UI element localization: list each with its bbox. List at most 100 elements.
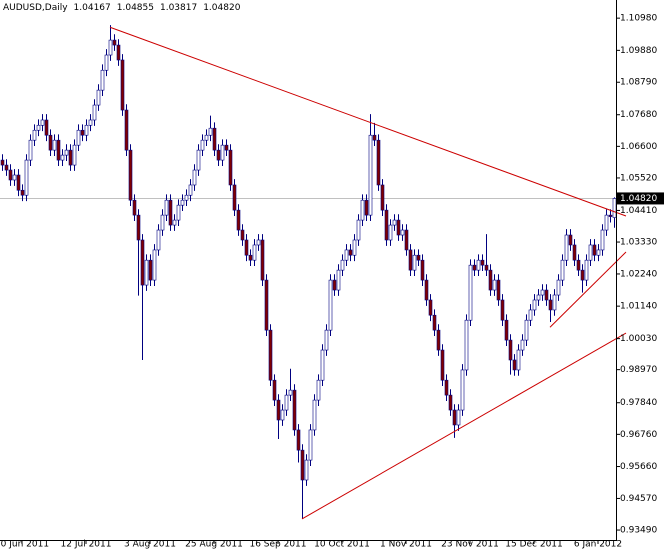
candle-body (192, 169, 197, 186)
candle-body (500, 299, 505, 321)
y-tick-label: 0.97840 (620, 398, 657, 408)
candle-body (444, 379, 449, 396)
header-value: 1.04855 (117, 3, 154, 13)
candle-body (332, 279, 337, 291)
candle-body (328, 279, 333, 331)
candle-body (228, 149, 233, 186)
candle-body (292, 389, 297, 431)
candle-body (424, 279, 429, 301)
candle-body (464, 319, 469, 371)
x-tick-label: 1 Nov 2011 (380, 540, 432, 550)
candle-body (208, 127, 213, 136)
candle-body (236, 209, 241, 231)
candle-body (252, 244, 257, 261)
y-tick-label: 1.09880 (620, 46, 657, 56)
candle-body (608, 214, 613, 217)
candle-body (564, 234, 569, 261)
candle-body (88, 119, 93, 126)
candle-body (116, 44, 121, 61)
y-tick-label: 1.10980 (620, 14, 657, 24)
candle-body (264, 279, 269, 331)
candle-body (460, 369, 465, 411)
candle-body (604, 214, 609, 231)
x-tick-label: 16 Sep 2011 (249, 540, 306, 550)
candle-body (164, 199, 169, 216)
candle-body (76, 129, 81, 146)
candle-body (68, 149, 73, 166)
candle-body (556, 279, 561, 296)
x-tick-label: 23 Nov 2011 (441, 540, 499, 550)
candle-body (492, 279, 497, 291)
x-tick-label: 12 Jul 2011 (61, 540, 112, 550)
trendline (109, 26, 627, 217)
candle-body (44, 119, 49, 136)
candle-body (184, 194, 189, 201)
candle-body (100, 69, 105, 91)
candle-body (232, 184, 237, 211)
candle-body (112, 39, 117, 46)
y-tick-label: 1.08790 (620, 78, 657, 88)
trendline (301, 332, 627, 520)
candle-body (224, 144, 229, 151)
candle-body (32, 129, 37, 141)
candle-body (36, 124, 41, 131)
candle-body (56, 139, 61, 161)
candle-body (40, 119, 45, 126)
y-tick-label: 0.98970 (620, 365, 657, 375)
chart-title: AUDUSD,Daily (3, 3, 68, 13)
candle-body (480, 259, 485, 266)
candle-body (360, 199, 365, 221)
candle-body (276, 399, 281, 421)
candle-body (584, 259, 589, 281)
candle-body (152, 249, 157, 281)
candle-body (28, 139, 33, 161)
candle-body (340, 259, 345, 271)
y-tick-label: 0.95660 (620, 462, 657, 472)
candle-body (560, 259, 565, 281)
candle-body (156, 229, 161, 251)
candle-body (20, 189, 25, 196)
candle-body (60, 154, 65, 161)
candle-body (372, 134, 377, 141)
candle-body (572, 244, 577, 261)
candle-body (72, 144, 77, 166)
candle-body (64, 149, 69, 156)
candle-body (472, 264, 477, 271)
candle-body (320, 349, 325, 381)
candle-body (92, 104, 97, 121)
candle-body (260, 239, 265, 281)
candle-body (216, 149, 221, 161)
candle-body (136, 214, 141, 241)
candle-body (284, 394, 289, 411)
candle-body (396, 219, 401, 236)
candle-body (568, 234, 573, 246)
candle-body (168, 199, 173, 226)
candle-body (576, 259, 581, 271)
chart-header: AUDUSD,Daily 1.04167 1.04855 1.03817 1.04820 (3, 3, 241, 13)
candle-body (484, 264, 489, 271)
candle-body (508, 339, 513, 361)
y-tick-label: 1.03330 (620, 238, 657, 248)
candle-body (428, 299, 433, 316)
candle-body (132, 199, 137, 216)
candle-body (80, 129, 85, 136)
candle-body (176, 204, 181, 221)
candle-body (416, 254, 421, 261)
candle-body (128, 149, 133, 201)
candle-body (196, 149, 201, 171)
candle-body (512, 359, 517, 371)
current-price-label: 1.04820 (620, 194, 657, 204)
candle-body (108, 39, 113, 56)
candle-body (248, 254, 253, 261)
candle-body (536, 294, 541, 301)
candle-body (204, 134, 209, 141)
candle-body (0, 159, 5, 166)
candle-body (596, 249, 601, 256)
candle-body (544, 289, 549, 301)
candle-body (120, 59, 125, 111)
candle-body (16, 174, 21, 191)
candle-body (52, 139, 57, 151)
candle-body (448, 394, 453, 411)
candle-body (300, 449, 305, 481)
